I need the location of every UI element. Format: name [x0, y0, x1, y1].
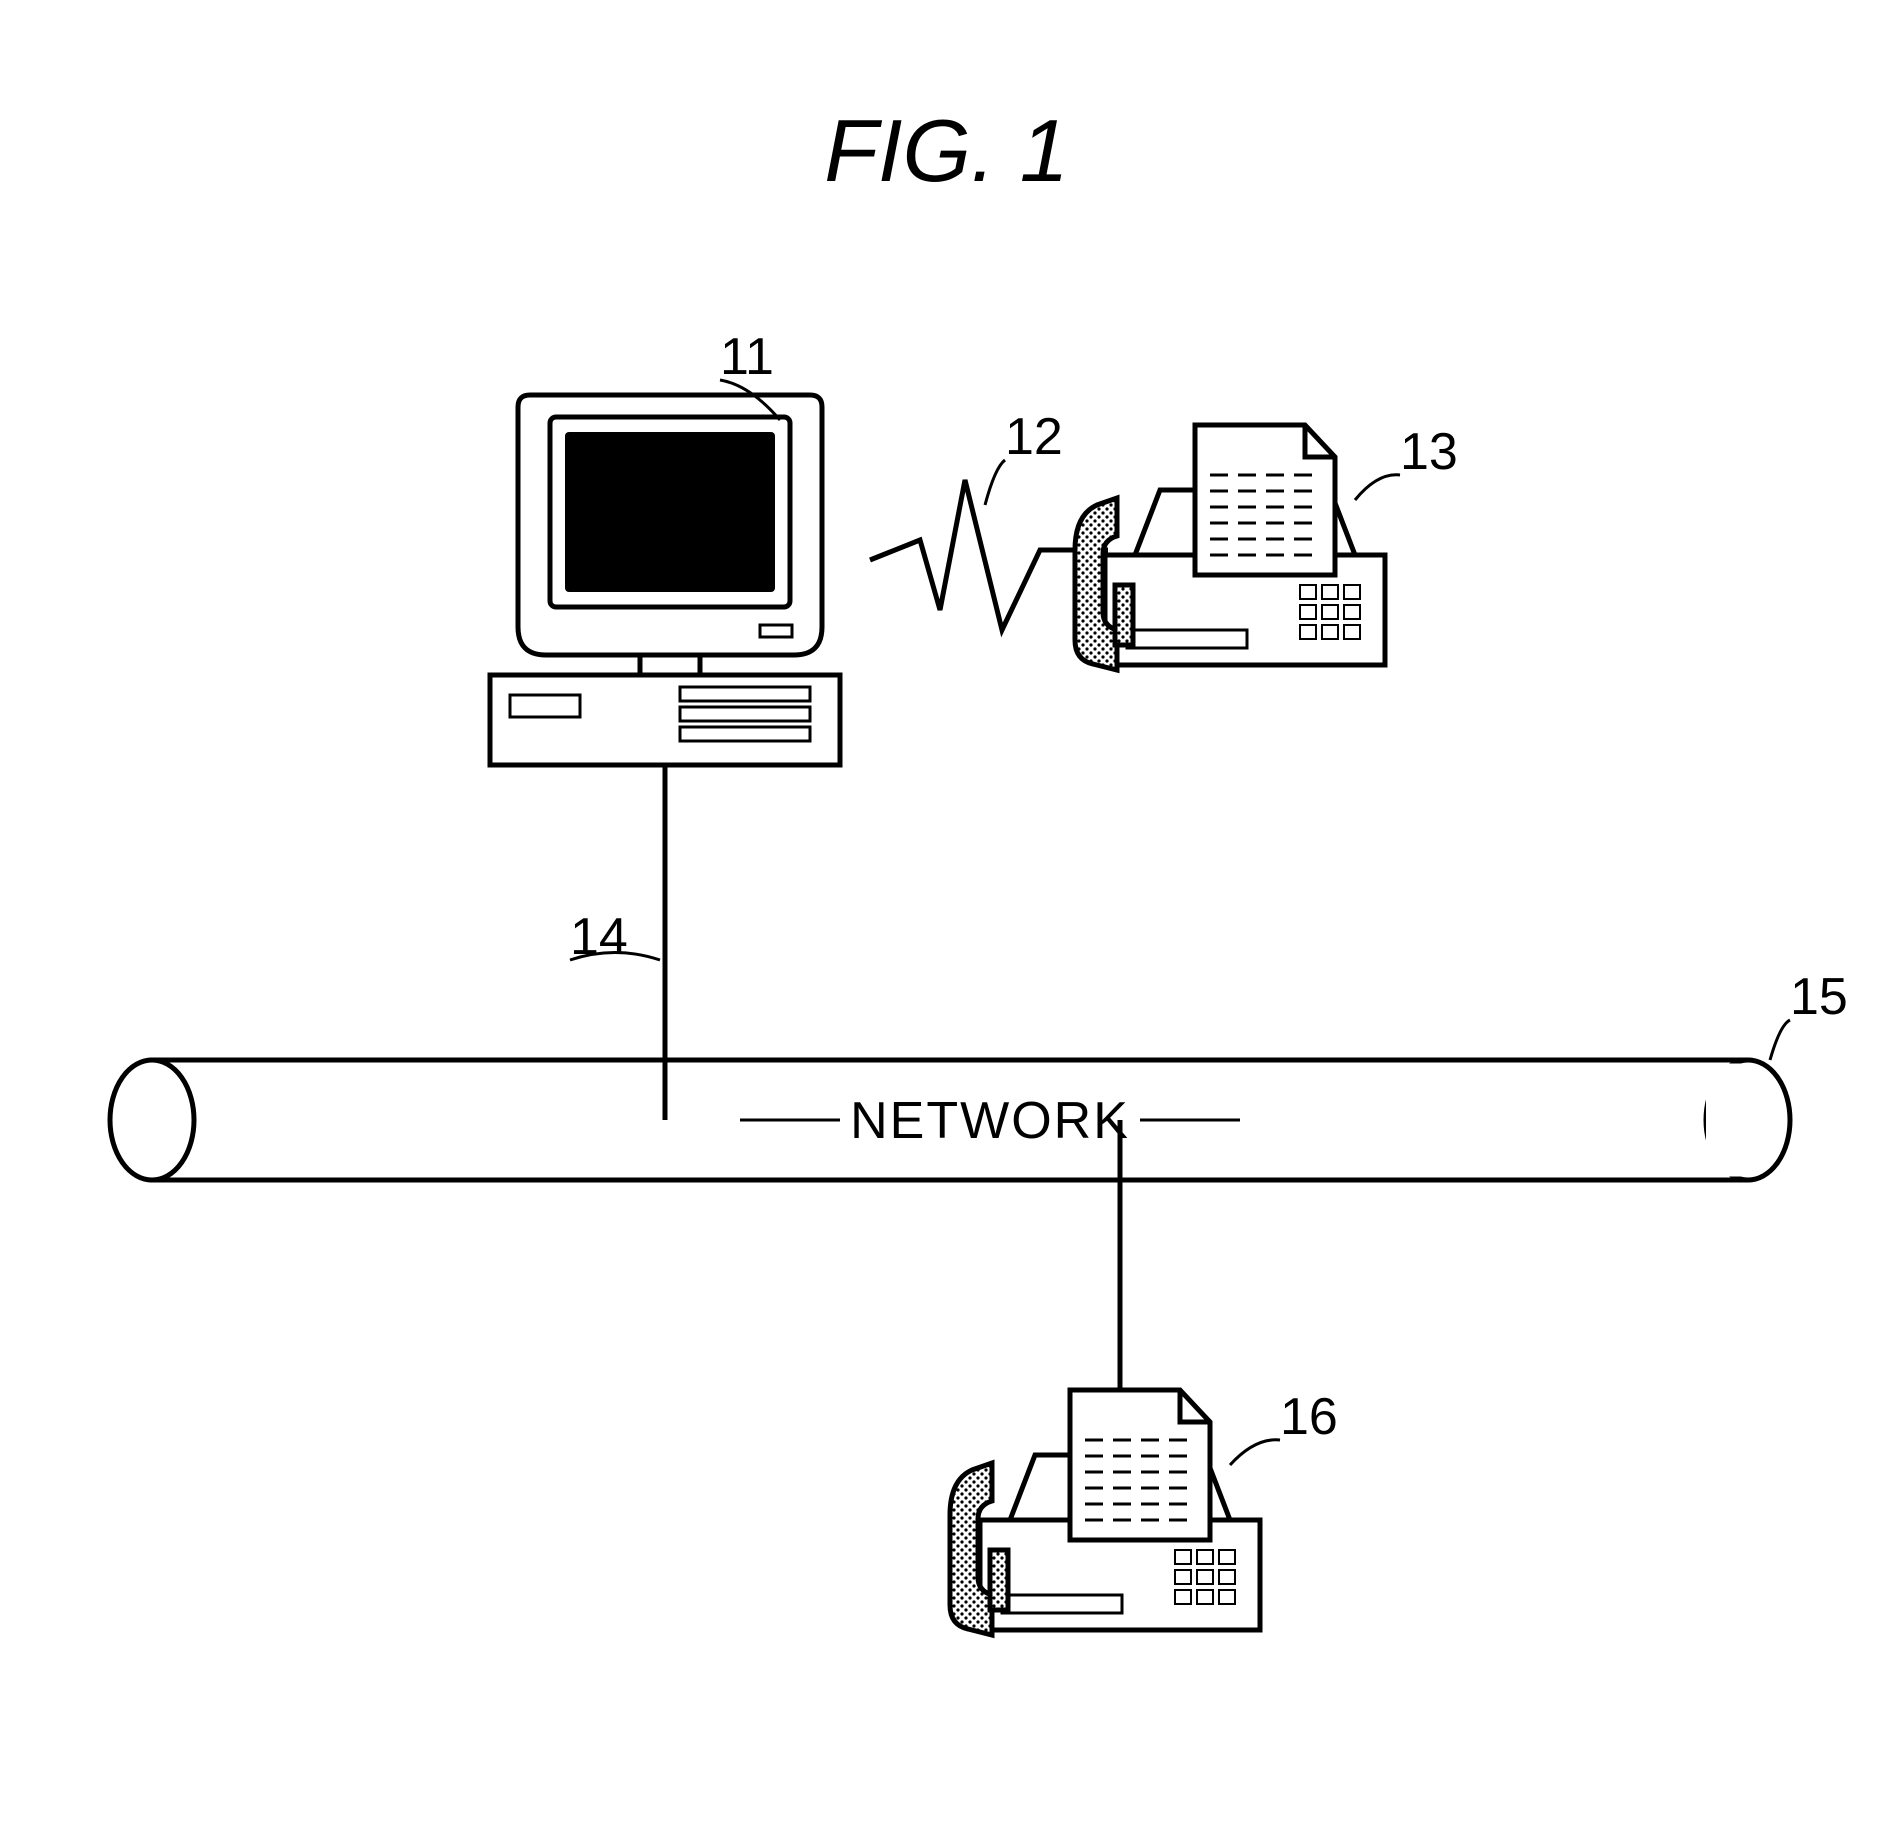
fax-top-icon	[1075, 425, 1385, 670]
figure-title: FIG. 1	[0, 100, 1893, 202]
ref-13: 13	[1355, 423, 1458, 500]
svg-text:16: 16	[1280, 1388, 1338, 1446]
ref-12: 12	[985, 408, 1063, 505]
network-label: NETWORK	[850, 1092, 1130, 1150]
svg-text:14: 14	[570, 908, 628, 966]
paper-icon	[1070, 1390, 1210, 1540]
network-tube: NETWORK	[110, 1060, 1790, 1180]
ref-15: 15	[1770, 968, 1848, 1060]
figure-1: FIG. 1 NETWORK 11 12 13 14 15 16	[0, 0, 1893, 1839]
pc-icon	[490, 395, 840, 765]
ref-14: 14	[570, 908, 660, 966]
svg-text:11: 11	[720, 328, 774, 386]
fax-bottom-icon	[950, 1390, 1260, 1635]
paper-icon	[1195, 425, 1335, 575]
svg-text:12: 12	[1005, 408, 1063, 466]
local-link-zigzag	[870, 480, 1108, 630]
svg-text:13: 13	[1400, 423, 1458, 481]
diagram-canvas: NETWORK 11 12 13 14 15 16	[0, 0, 1893, 1839]
ref-16: 16	[1230, 1388, 1338, 1465]
svg-text:15: 15	[1790, 968, 1848, 1026]
